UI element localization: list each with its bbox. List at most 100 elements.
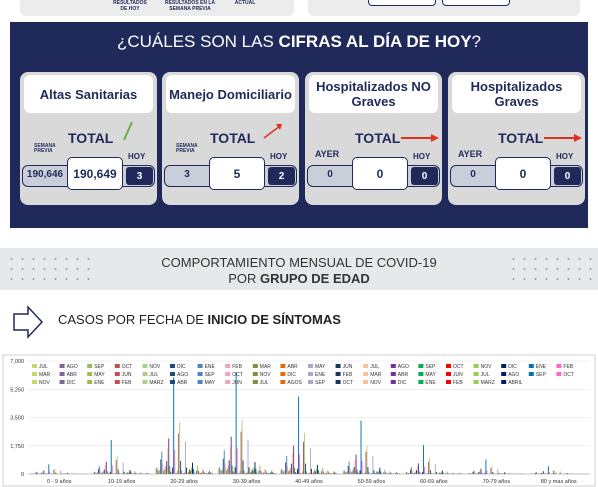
bar — [342, 471, 344, 474]
bar — [388, 473, 390, 474]
bar — [252, 470, 254, 474]
bar — [383, 472, 385, 474]
bar — [246, 472, 248, 474]
subtitle-part: POR — [228, 271, 257, 286]
bar — [316, 464, 318, 474]
bar — [175, 472, 177, 474]
bar — [535, 472, 536, 474]
bar — [348, 461, 350, 474]
bar — [315, 468, 317, 474]
bar — [273, 473, 275, 474]
bar — [414, 472, 416, 474]
bar — [497, 469, 499, 474]
bar — [391, 473, 393, 474]
bar — [293, 445, 295, 474]
bar — [446, 471, 448, 474]
bar — [219, 469, 221, 474]
previous-label: SEMANA PREVIA — [176, 143, 198, 154]
today-label: HOY — [128, 152, 146, 161]
bar — [344, 471, 346, 474]
today-value: 2 — [268, 167, 295, 185]
bar — [98, 466, 100, 474]
bar — [416, 470, 418, 474]
bar — [290, 467, 292, 474]
bar — [36, 471, 38, 474]
bar — [445, 473, 447, 474]
bar — [552, 470, 554, 474]
legend-swatch — [418, 364, 424, 368]
bar — [244, 473, 246, 474]
legend-swatch — [418, 380, 424, 384]
bar — [319, 473, 321, 474]
previous-label: AYER — [315, 149, 340, 159]
bar — [417, 466, 418, 474]
x-tick-label: 30-39 años — [233, 479, 261, 485]
bar — [223, 450, 225, 474]
bar — [566, 473, 568, 474]
legend-label: MARZ — [481, 380, 495, 386]
bar — [317, 470, 319, 474]
bar — [243, 470, 245, 474]
bar — [298, 396, 300, 474]
bar — [498, 473, 500, 474]
legend-label: NOV — [149, 364, 161, 370]
total-value: 5 — [209, 157, 265, 190]
legend-swatch — [32, 372, 37, 376]
bar — [115, 459, 117, 474]
bar — [368, 472, 370, 474]
legend-swatch — [446, 380, 451, 384]
legend-label: ENE — [315, 372, 326, 378]
bar — [164, 469, 166, 474]
bar — [49, 471, 51, 474]
legend-swatch — [225, 380, 231, 384]
card-title: Altas Sanitarias — [24, 75, 153, 113]
bar — [100, 472, 102, 474]
legend-swatch — [528, 364, 534, 368]
bar — [258, 470, 260, 474]
bar — [280, 470, 282, 474]
bar — [218, 467, 220, 474]
bar — [469, 473, 471, 474]
bar — [349, 468, 351, 474]
bar — [187, 472, 189, 474]
bar — [378, 470, 380, 474]
legend-label: JUN — [122, 372, 132, 378]
bar — [170, 471, 172, 474]
bar — [372, 456, 374, 474]
bar — [548, 472, 550, 474]
legend-label: NOV — [39, 380, 51, 386]
bar — [269, 473, 271, 474]
bar — [227, 465, 229, 474]
legend-label: OCT — [563, 372, 574, 378]
legend-swatch — [280, 372, 286, 376]
legend-swatch — [59, 372, 65, 376]
bar — [93, 471, 95, 474]
bar — [320, 471, 322, 474]
legend-swatch — [446, 372, 451, 376]
bar — [346, 471, 348, 474]
bar — [169, 465, 171, 474]
section-subtitle: POR GRUPO DE EDAD — [0, 271, 598, 286]
total-label: TOTAL — [68, 130, 114, 146]
legend-label: JUN — [232, 380, 242, 386]
previous-value: 190,646 — [26, 169, 64, 180]
bar — [261, 472, 263, 474]
bar — [283, 471, 285, 474]
bar — [350, 472, 352, 474]
bar — [156, 467, 158, 474]
bar — [358, 473, 360, 474]
bar — [135, 472, 137, 474]
title-part: CIFRAS AL DÍA DE HOY — [278, 32, 472, 51]
x-tick-label: 60-69 años — [420, 479, 448, 485]
legend-swatch — [280, 380, 286, 384]
bar — [104, 464, 106, 474]
bar — [222, 458, 224, 474]
bar — [419, 471, 420, 474]
bar — [411, 467, 413, 474]
bar — [304, 432, 305, 474]
bar — [208, 470, 210, 474]
card: Hospitalizados Graves TOTAL AYER HOY 0 0 0 — [448, 72, 585, 205]
bar — [67, 472, 69, 474]
bar — [163, 470, 165, 474]
bar — [420, 473, 421, 474]
